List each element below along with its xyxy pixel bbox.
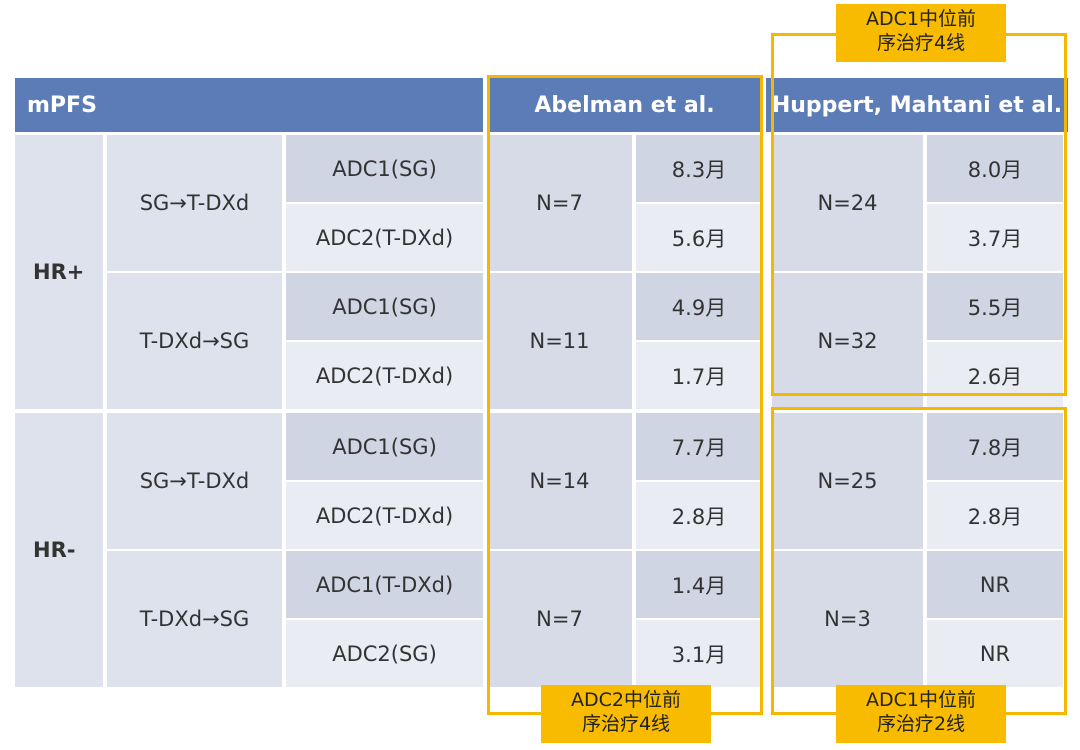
annotation-line: 序治疗2线 — [876, 713, 966, 735]
mpfs-cell: 3.7月 — [927, 204, 1063, 271]
highlight-box — [771, 407, 1067, 715]
annotation-line: 序治疗4线 — [581, 713, 671, 735]
n-cell: N=7 — [487, 551, 632, 687]
mpfs-cell: 8.3月 — [636, 135, 762, 202]
header-cell: Abelman et al. — [487, 78, 762, 132]
annotation-line: ADC1中位前 — [866, 8, 976, 30]
mpfs-cell: NR — [927, 551, 1063, 618]
line-cell: ADC2(SG) — [286, 620, 483, 687]
mpfs-cell: 5.6月 — [636, 204, 762, 271]
mpfs-cell: 3.1月 — [636, 620, 762, 687]
line-cell: ADC2(T-DXd) — [286, 342, 483, 409]
mpfs-cell: 8.0月 — [927, 135, 1063, 202]
mpfs-cell: 2.8月 — [636, 482, 762, 549]
n-cell: N=7 — [487, 135, 632, 271]
header-cell: mPFS — [15, 78, 483, 132]
n-cell: N=25 — [772, 413, 923, 549]
n-cell: N=14 — [487, 413, 632, 549]
mpfs-cell: 5.5月 — [927, 273, 1063, 340]
annotation: ADC1中位前 序治疗2线 — [836, 685, 1006, 743]
mpfs-cell: 1.7月 — [636, 342, 762, 409]
annotation: ADC2中位前 序治疗4线 — [541, 685, 711, 743]
n-cell: N=24 — [772, 135, 923, 271]
mpfs-cell: 4.9月 — [636, 273, 762, 340]
line-cell: ADC1(SG) — [286, 135, 483, 202]
mpfs-cell: 2.6月 — [927, 342, 1063, 409]
n-cell: N=3 — [772, 551, 923, 687]
mpfs-cell: 2.8月 — [927, 482, 1063, 549]
header-cell: Huppert, Mahtani et al. — [766, 78, 1068, 132]
highlight-box — [487, 75, 763, 715]
annotation-line: ADC2中位前 — [571, 689, 681, 711]
highlight-box — [771, 33, 1067, 396]
annotation-line: 序治疗4线 — [876, 32, 966, 54]
annotation: ADC1中位前 序治疗4线 — [836, 4, 1006, 62]
sequence-cell: T-DXd→SG — [107, 551, 282, 687]
group-cell: HR+ — [15, 135, 103, 409]
sequence-cell: SG→T-DXd — [107, 135, 282, 271]
n-cell: N=11 — [487, 273, 632, 409]
n-cell: N=32 — [772, 273, 923, 409]
group-cell: HR- — [15, 413, 103, 687]
sequence-cell: SG→T-DXd — [107, 413, 282, 549]
line-cell: ADC1(SG) — [286, 413, 483, 480]
mpfs-cell: 1.4月 — [636, 551, 762, 618]
sequence-cell: T-DXd→SG — [107, 273, 282, 409]
line-cell: ADC2(T-DXd) — [286, 482, 483, 549]
annotation-line: ADC1中位前 — [866, 689, 976, 711]
mpfs-cell: NR — [927, 620, 1063, 687]
line-cell: ADC2(T-DXd) — [286, 204, 483, 271]
mpfs-cell: 7.7月 — [636, 413, 762, 480]
line-cell: ADC1(SG) — [286, 273, 483, 340]
mpfs-cell: 7.8月 — [927, 413, 1063, 480]
line-cell: ADC1(T-DXd) — [286, 551, 483, 618]
